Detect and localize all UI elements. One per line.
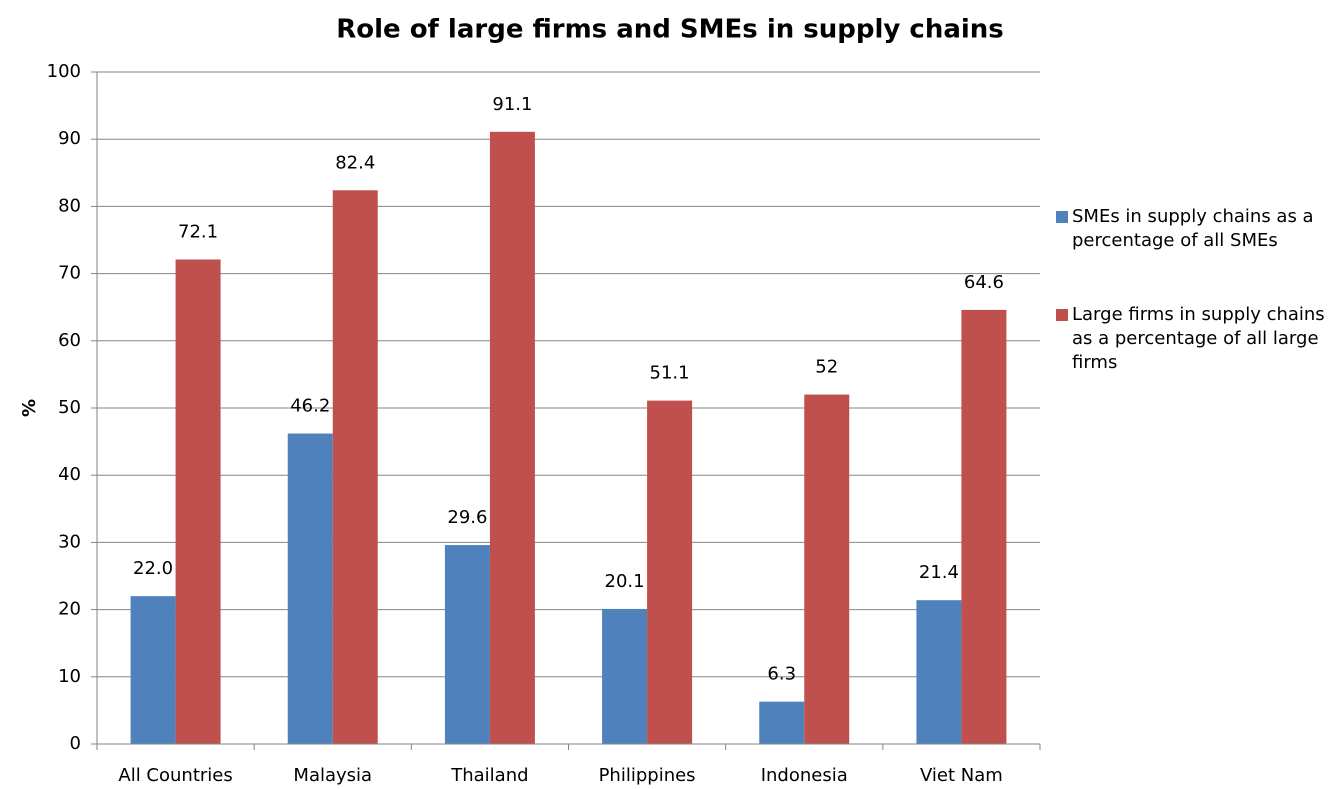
x-tick-label: Malaysia bbox=[293, 765, 372, 786]
y-tick-label: 40 bbox=[58, 464, 81, 485]
bar bbox=[961, 309, 1007, 744]
legend-label: SMEs in supply chains as a percentage of… bbox=[1072, 206, 1314, 251]
bar bbox=[444, 545, 490, 744]
bar bbox=[602, 608, 648, 744]
y-tick-label: 100 bbox=[47, 61, 81, 82]
data-label: 82.4 bbox=[335, 152, 375, 173]
legend-item: Large firms in supply chains as a percen… bbox=[1056, 303, 1336, 375]
x-tick-label: Viet Nam bbox=[920, 765, 1003, 786]
data-label: 52 bbox=[815, 357, 838, 378]
data-label: 29.6 bbox=[447, 507, 487, 528]
y-tick-label: 20 bbox=[58, 599, 81, 620]
y-axis-label: % bbox=[19, 399, 40, 417]
bar bbox=[916, 600, 962, 744]
bar bbox=[287, 433, 333, 744]
y-tick-label: 80 bbox=[58, 195, 81, 216]
bar bbox=[489, 131, 535, 745]
legend: SMEs in supply chains as a percentage of… bbox=[1056, 205, 1336, 425]
data-label: 51.1 bbox=[650, 363, 690, 384]
bar bbox=[130, 596, 176, 744]
x-tick-label: Philippines bbox=[599, 765, 696, 786]
legend-swatch bbox=[1056, 309, 1068, 321]
y-tick-label: 0 bbox=[70, 733, 81, 754]
legend-swatch bbox=[1056, 211, 1068, 223]
y-tick-label: 60 bbox=[58, 330, 81, 351]
data-label: 20.1 bbox=[605, 571, 645, 592]
bar bbox=[332, 190, 378, 745]
bar bbox=[647, 400, 693, 744]
data-label: 21.4 bbox=[919, 562, 959, 583]
data-label: 6.3 bbox=[767, 664, 796, 685]
bar bbox=[759, 701, 805, 744]
y-tick-label: 10 bbox=[58, 666, 81, 687]
data-label: 91.1 bbox=[492, 94, 532, 115]
y-tick-label: 70 bbox=[58, 263, 81, 284]
x-tick-label: Thailand bbox=[450, 765, 528, 786]
y-tick-label: 50 bbox=[58, 397, 81, 418]
x-tick-label: Indonesia bbox=[761, 765, 848, 786]
data-label: 64.6 bbox=[964, 272, 1004, 293]
chart-title: Role of large firms and SMEs in supply c… bbox=[336, 15, 1004, 45]
data-label: 22.0 bbox=[133, 558, 173, 579]
data-label: 46.2 bbox=[290, 396, 330, 417]
y-tick-label: 30 bbox=[58, 531, 81, 552]
data-label: 72.1 bbox=[178, 221, 218, 242]
bar bbox=[175, 259, 221, 744]
legend-item: SMEs in supply chains as a percentage of… bbox=[1056, 205, 1336, 253]
x-tick-label: All Countries bbox=[118, 765, 232, 786]
bar bbox=[804, 394, 850, 744]
legend-label: Large firms in supply chains as a percen… bbox=[1072, 304, 1325, 373]
y-tick-label: 90 bbox=[58, 128, 81, 149]
